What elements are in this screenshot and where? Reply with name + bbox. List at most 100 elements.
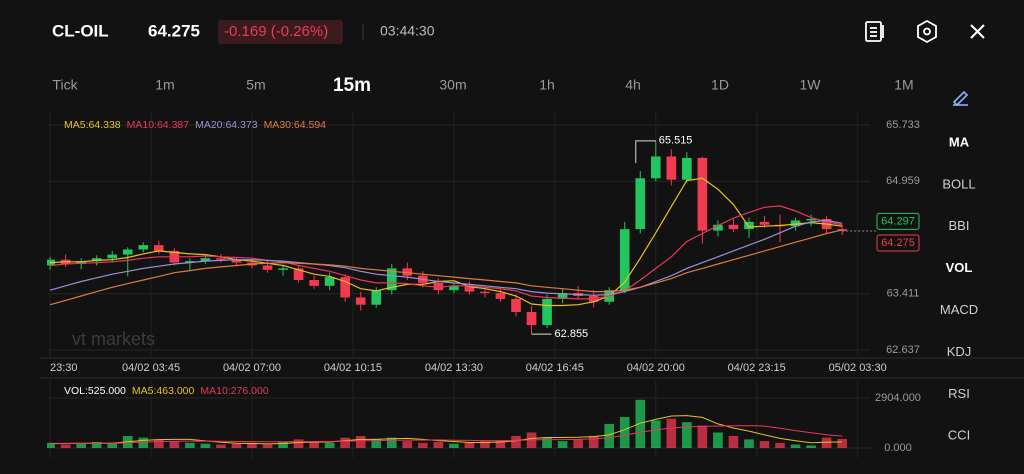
volume-bar bbox=[449, 443, 459, 448]
candle-body bbox=[666, 156, 677, 180]
x-tick-label: 05/02 03:30 bbox=[829, 362, 887, 374]
volume-bar bbox=[542, 437, 552, 448]
overlay: 62.637 63.411 64.959 65.733 23:30 04/02 03:45… bbox=[50, 119, 921, 454]
candle-body bbox=[138, 245, 149, 250]
candle-body bbox=[650, 156, 661, 179]
candle-body bbox=[324, 277, 335, 286]
change-badge bbox=[218, 20, 343, 44]
draw-icon[interactable] bbox=[952, 90, 969, 107]
volume-bar bbox=[185, 442, 195, 448]
indicator-button[interactable]: MA bbox=[949, 134, 970, 149]
volume-bar bbox=[495, 440, 506, 448]
candle-body bbox=[806, 218, 816, 221]
candle-body bbox=[511, 298, 521, 312]
indicator-button[interactable]: BOLL bbox=[942, 176, 975, 191]
volume-bar bbox=[775, 442, 785, 448]
timeframe-tab[interactable]: 1M bbox=[894, 77, 913, 93]
volume-bar bbox=[790, 444, 801, 448]
legend-entry: MA30:64.594 bbox=[264, 119, 327, 131]
indicator-button[interactable]: KDJ bbox=[947, 344, 972, 359]
x-tick-label: 04/02 10:15 bbox=[324, 362, 382, 374]
indicator-button[interactable]: RSI bbox=[948, 386, 970, 401]
candle-body bbox=[154, 245, 164, 251]
timeframe-tab[interactable]: Tick bbox=[52, 77, 78, 93]
volume-bar bbox=[557, 441, 568, 448]
y-tick-label: 63.411 bbox=[887, 288, 920, 300]
candle-body bbox=[309, 280, 319, 286]
timeframe-tab[interactable]: 1D bbox=[711, 77, 729, 93]
volume-bar bbox=[169, 441, 180, 448]
candle-body bbox=[433, 282, 444, 291]
timeframe-tab[interactable]: 30m bbox=[439, 77, 466, 93]
volume-bar bbox=[91, 441, 102, 448]
candle-body bbox=[76, 261, 86, 265]
x-tick-label: 23:30 bbox=[50, 362, 78, 374]
timeframe-tab[interactable]: 1h bbox=[539, 77, 555, 93]
timeframe-tab[interactable]: 1W bbox=[800, 77, 822, 93]
x-tick-label: 04/02 03:45 bbox=[122, 362, 180, 374]
price-change: -0.169 (-0.26%) bbox=[224, 23, 328, 40]
candle-body bbox=[340, 277, 350, 298]
candle-body bbox=[200, 258, 211, 262]
last-price: 64.275 bbox=[148, 21, 200, 40]
timeframe-tab[interactable]: 4h bbox=[625, 77, 641, 93]
volume-bar bbox=[402, 441, 413, 448]
ma-line bbox=[49, 229, 843, 306]
x-tick-label: 04/02 23:15 bbox=[728, 362, 786, 374]
candle-body bbox=[495, 293, 506, 299]
indicator-button[interactable]: MACD bbox=[940, 302, 978, 317]
volume-bar bbox=[386, 437, 397, 448]
indicator-button[interactable]: CCI bbox=[948, 428, 970, 443]
volume-bar bbox=[604, 423, 615, 448]
timeframe-tab[interactable]: 5m bbox=[246, 77, 265, 93]
volume-plot bbox=[47, 399, 847, 448]
volume-bar bbox=[806, 445, 816, 448]
indicator-button[interactable]: BBI bbox=[949, 218, 970, 233]
volume-bar bbox=[340, 437, 350, 448]
notes-icon[interactable] bbox=[865, 21, 884, 42]
legend-entry: MA5:463.000 bbox=[132, 385, 195, 397]
x-tick-label: 04/02 20:00 bbox=[627, 362, 685, 374]
price-tag-label: 64.275 bbox=[881, 237, 915, 249]
volume-bar bbox=[821, 437, 832, 448]
price-tag bbox=[876, 212, 920, 230]
volume-bar bbox=[324, 442, 335, 448]
candle-body bbox=[619, 229, 630, 291]
volume-bar bbox=[107, 442, 118, 448]
legend-entry: MA10:64.387 bbox=[127, 119, 190, 131]
volume-ma-line bbox=[50, 415, 843, 445]
symbol[interactable]: CL-OIL bbox=[52, 21, 109, 40]
y-tick-label: 65.733 bbox=[886, 119, 920, 131]
volume-bar bbox=[728, 435, 739, 448]
candle-body bbox=[526, 311, 537, 326]
candle-body bbox=[371, 290, 382, 305]
timeframe-tab[interactable]: 15m bbox=[333, 75, 371, 96]
price-plot bbox=[47, 140, 847, 335]
volume-legend: VOL:525.000 bbox=[64, 385, 126, 397]
volume-bar bbox=[293, 439, 304, 448]
volume-bar bbox=[138, 437, 149, 448]
candle-body bbox=[262, 265, 273, 270]
volume-bar bbox=[355, 435, 366, 448]
indicator-button[interactable]: VOL bbox=[946, 260, 973, 275]
timeframe-tab[interactable]: 1m bbox=[155, 77, 174, 93]
y-tick-label: 2904.000 bbox=[875, 392, 921, 404]
ma-line bbox=[49, 219, 843, 296]
legend-entry: MA20:64.373 bbox=[195, 119, 258, 131]
clock: 03:44:30 bbox=[380, 23, 435, 39]
y-tick-label: 64.959 bbox=[886, 175, 920, 187]
close-icon[interactable] bbox=[970, 24, 985, 39]
volume-bar bbox=[480, 441, 490, 448]
candle-body bbox=[682, 157, 692, 180]
volume-bar bbox=[511, 435, 521, 448]
volume-bar bbox=[697, 425, 708, 448]
volume-bar bbox=[713, 432, 723, 448]
x-tick-label: 04/02 07:00 bbox=[223, 362, 281, 374]
candle-body bbox=[759, 221, 770, 225]
volume-bar bbox=[154, 439, 164, 448]
settings-icon[interactable] bbox=[917, 19, 937, 44]
volume-bar bbox=[573, 439, 583, 448]
